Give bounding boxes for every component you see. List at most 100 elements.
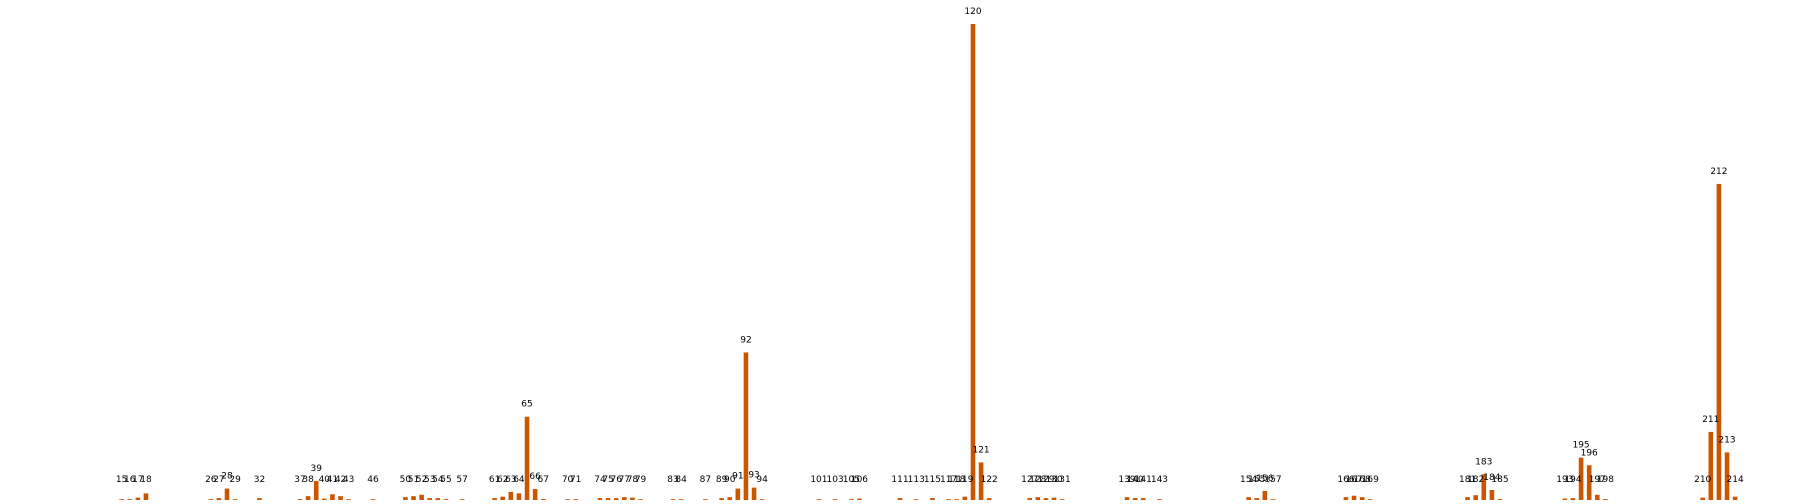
bar-28 [224,488,230,500]
bar-value-label: 111 [891,475,908,485]
bar-75 [605,498,611,500]
bar-166 [1343,497,1349,500]
bar-128 [1035,497,1041,500]
bar-76 [613,498,619,500]
bar-value-label: 29 [229,475,241,485]
bar-value-label: 155 [1248,475,1265,485]
bar-value-label: 87 [700,475,711,485]
bar-value-label: 120 [964,7,981,17]
bar-65 [524,416,530,500]
bar-211 [1708,431,1714,500]
bar-value-label: 66 [529,472,541,482]
bar-value-label: 92 [740,335,751,345]
bar-value-label: 43 [343,475,354,485]
bar-213 [1724,452,1730,500]
bar-value-label: 119 [956,475,973,485]
bar-value-label: 157 [1264,475,1281,485]
bar-value-label: 94 [756,475,768,485]
bar-value-label: 185 [1491,475,1508,485]
bar-value-label: 118 [948,475,965,485]
bar-value-label: 121 [972,445,989,455]
bar-value-label: 65 [521,400,532,410]
bar-121 [978,462,984,500]
bar-value-label: 169 [1362,475,1379,485]
bar-54 [435,498,441,500]
bar-value-label: 91 [732,472,743,482]
bar-194 [1570,498,1576,500]
bar-value-label: 181 [1459,475,1476,485]
bar-154 [1246,497,1251,500]
bar-91 [735,488,741,500]
bar-90 [727,497,733,500]
bar-value-label: 211 [1702,415,1719,425]
bar-197 [1595,494,1600,500]
bar-61 [492,498,497,500]
bar-42 [338,496,343,500]
bar-value-label: 156 [1256,474,1273,484]
bar-value-label: 62 [497,475,508,485]
bar-value-label: 196 [1581,448,1598,458]
bar-value-label: 101 [810,475,827,485]
bar-value-label: 214 [1727,475,1744,485]
bar-value-label: 71 [570,475,581,485]
bar-value-label: 50 [400,475,412,485]
bar-value-label: 32 [254,475,265,485]
bar-155 [1254,498,1260,500]
bar-value-label: 141 [1135,475,1152,485]
bar-74 [597,498,603,500]
bar-value-label: 70 [562,475,574,485]
bar-value-label: 61 [489,475,500,485]
bar-value-label: 195 [1572,441,1589,451]
bar-value-label: 143 [1151,475,1168,485]
bar-value-label: 84 [675,475,687,485]
bar-120 [970,24,976,500]
bar-115 [930,498,935,500]
bar-212 [1716,183,1722,500]
bar-141 [1140,498,1146,500]
bar-value-label: 210 [1694,475,1711,485]
bar-32 [257,498,262,500]
bar-value-label: 197 [1589,475,1606,485]
bar-value-label: 75 [602,475,613,485]
bar-value-label: 26 [205,475,217,485]
bar-value-label: 130 [1045,475,1062,485]
bar-27 [216,498,222,500]
bar-17 [135,497,141,500]
bar-value-label: 39 [310,464,322,474]
bar-53 [427,498,433,500]
bar-value-label: 105 [843,475,860,485]
bar-value-label: 90 [724,475,736,485]
bar-value-label: 40 [319,475,331,485]
bar-181 [1465,497,1470,500]
bar-value-label: 54 [432,475,444,485]
bar-value-label: 212 [1710,167,1727,177]
bar-210 [1700,497,1705,500]
bar-38 [305,496,311,500]
bar-value-label: 131 [1054,475,1071,485]
bar-value-label: 46 [367,475,379,485]
bar-89 [719,498,724,500]
bar-value-label: 63 [505,475,516,485]
bar-value-label: 140 [1127,475,1144,485]
bar-value-label: 113 [908,475,925,485]
bar-value-label: 103 [827,475,844,485]
bar-value-label: 15 [116,475,127,485]
bar-value-label: 67 [538,475,549,485]
bar-193 [1562,498,1568,500]
bar-127 [1027,498,1033,500]
bar-value-label: 194 [1564,475,1581,485]
bar-50 [403,497,408,500]
bar-111 [897,498,903,500]
bar-value-label: 89 [716,475,728,485]
bar-value-label: 139 [1118,475,1135,485]
bar-value-label: 16 [124,475,136,485]
bar-62 [500,496,505,500]
bar-value-label: 52 [416,475,427,485]
bar-value-label: 38 [302,475,314,485]
bar-value-label: 78 [627,475,639,485]
bar-value-label: 183 [1475,457,1492,467]
bar-value-label: 193 [1556,475,1573,485]
